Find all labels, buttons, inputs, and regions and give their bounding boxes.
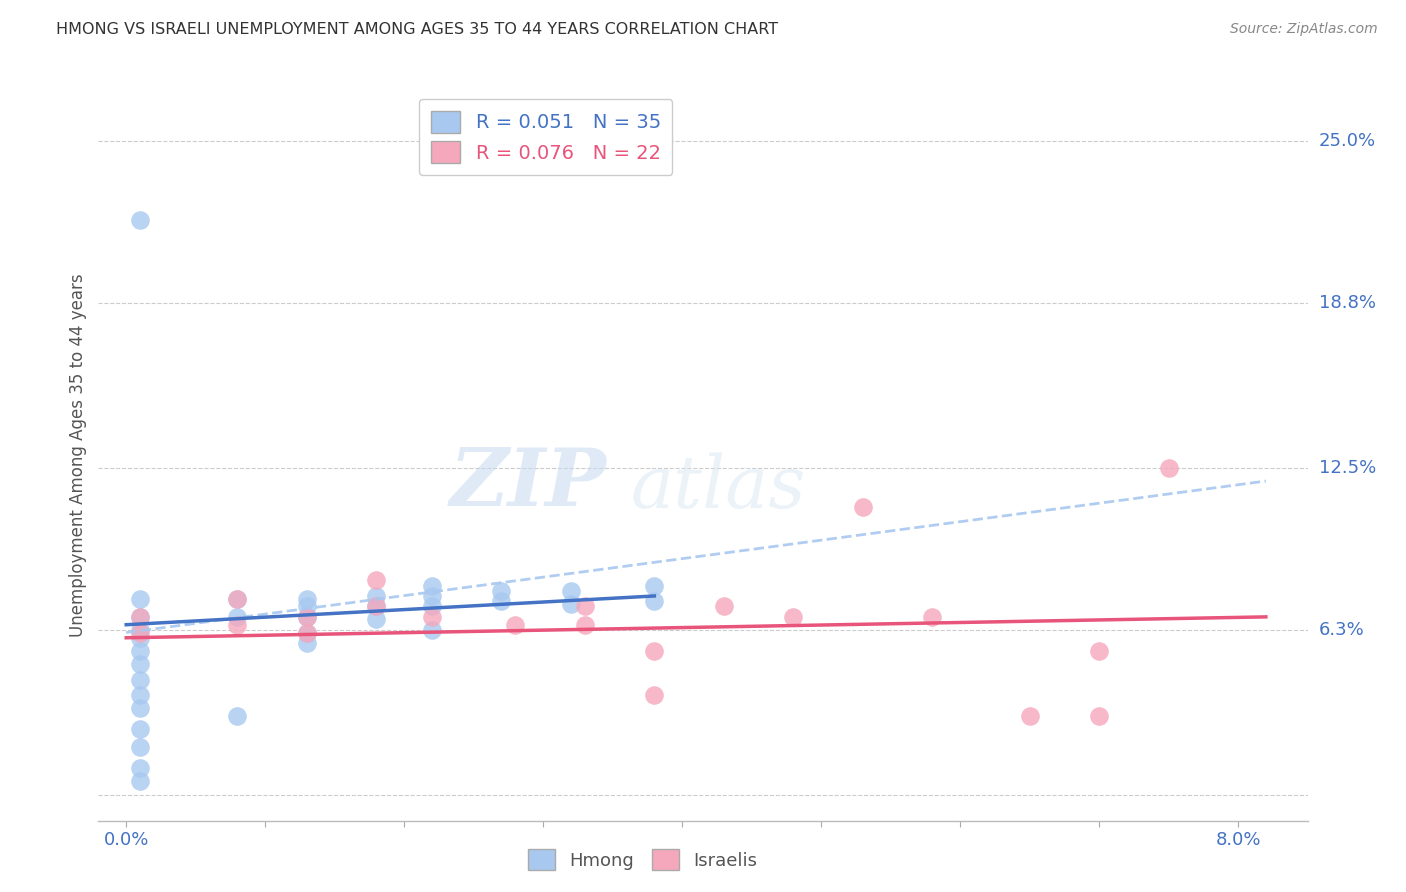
Point	[226, 617, 249, 632]
Text: 12.5%: 12.5%	[1319, 459, 1376, 477]
Point	[420, 578, 443, 592]
Point	[852, 500, 875, 515]
Point	[295, 625, 318, 640]
Point	[129, 723, 152, 737]
Point	[921, 610, 943, 624]
Point	[420, 599, 443, 614]
Point	[295, 636, 318, 650]
Text: 6.3%: 6.3%	[1319, 621, 1364, 639]
Point	[295, 591, 318, 606]
Point	[420, 610, 443, 624]
Point	[1088, 709, 1111, 723]
Point	[129, 644, 152, 658]
Text: Source: ZipAtlas.com: Source: ZipAtlas.com	[1230, 22, 1378, 37]
Text: HMONG VS ISRAELI UNEMPLOYMENT AMONG AGES 35 TO 44 YEARS CORRELATION CHART: HMONG VS ISRAELI UNEMPLOYMENT AMONG AGES…	[56, 22, 779, 37]
Point	[129, 610, 152, 624]
Point	[129, 631, 152, 645]
Point	[129, 625, 152, 640]
Point	[129, 774, 152, 789]
Point	[491, 594, 513, 608]
Point	[129, 701, 152, 715]
Y-axis label: Unemployment Among Ages 35 to 44 years: Unemployment Among Ages 35 to 44 years	[69, 273, 87, 637]
Point	[129, 673, 152, 687]
Point	[560, 583, 582, 598]
Point	[226, 591, 249, 606]
Point	[129, 761, 152, 775]
Point	[643, 578, 665, 592]
Point	[366, 613, 388, 627]
Point	[574, 599, 596, 614]
Point	[129, 212, 152, 227]
Point	[295, 610, 318, 624]
Point	[226, 610, 249, 624]
Legend: Hmong, Israelis: Hmong, Israelis	[520, 842, 765, 878]
Point	[1018, 709, 1040, 723]
Text: atlas: atlas	[630, 452, 806, 523]
Point	[420, 623, 443, 637]
Point	[574, 617, 596, 632]
Text: 18.8%: 18.8%	[1319, 294, 1375, 312]
Point	[129, 657, 152, 671]
Point	[782, 610, 804, 624]
Point	[1157, 461, 1180, 475]
Point	[129, 591, 152, 606]
Point	[505, 617, 527, 632]
Text: 25.0%: 25.0%	[1319, 132, 1376, 151]
Point	[491, 583, 513, 598]
Point	[1088, 644, 1111, 658]
Point	[560, 597, 582, 611]
Point	[366, 574, 388, 588]
Point	[643, 688, 665, 702]
Point	[295, 625, 318, 640]
Point	[295, 599, 318, 614]
Point	[420, 589, 443, 603]
Point	[226, 591, 249, 606]
Point	[366, 599, 388, 614]
Point	[366, 599, 388, 614]
Point	[366, 589, 388, 603]
Point	[129, 688, 152, 702]
Text: ZIP: ZIP	[450, 445, 606, 523]
Point	[129, 740, 152, 755]
Point	[295, 610, 318, 624]
Point	[713, 599, 735, 614]
Point	[226, 709, 249, 723]
Point	[643, 594, 665, 608]
Point	[643, 644, 665, 658]
Point	[129, 623, 152, 637]
Point	[129, 610, 152, 624]
